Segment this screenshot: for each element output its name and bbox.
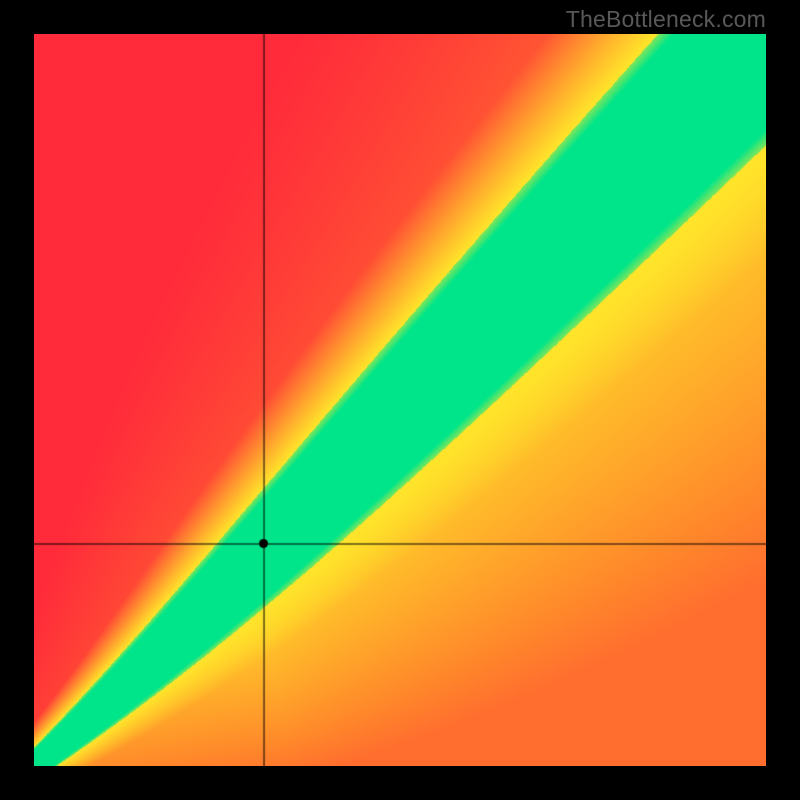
heatmap-plot <box>34 34 766 766</box>
chart-container: TheBottleneck.com <box>0 0 800 800</box>
heatmap-canvas <box>34 34 766 766</box>
watermark-text: TheBottleneck.com <box>566 6 766 33</box>
